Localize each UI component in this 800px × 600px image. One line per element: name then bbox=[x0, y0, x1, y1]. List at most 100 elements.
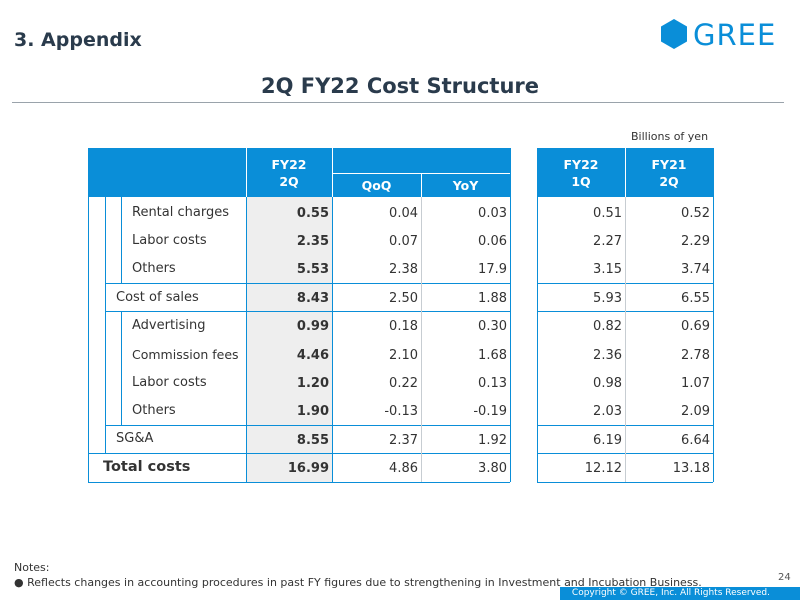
row-label: Labor costs bbox=[132, 233, 207, 248]
fy22-2q-value: 2.35 bbox=[296, 234, 329, 249]
qoq-value: 2.10 bbox=[389, 348, 418, 363]
table-right-border bbox=[510, 148, 511, 482]
yoy-value: 0.30 bbox=[478, 319, 507, 334]
copyright-text: Copyright © GREE, Inc. All Rights Reserv… bbox=[571, 588, 770, 598]
header-fy22-2q: FY22 2Q bbox=[246, 148, 332, 197]
notes: Notes: ● Reflects changes in accounting … bbox=[14, 560, 702, 590]
copyright-bar: Copyright © GREE, Inc. All Rights Reserv… bbox=[560, 587, 800, 600]
qoq-value: -0.13 bbox=[384, 404, 418, 419]
bullet-icon: ● bbox=[14, 576, 24, 589]
page-number: 24 bbox=[778, 572, 791, 583]
qoq-value: 0.18 bbox=[389, 319, 418, 334]
header-separator bbox=[421, 173, 422, 197]
fy21-2q-value: 6.55 bbox=[681, 291, 710, 306]
fy22-2q-value: 4.46 bbox=[296, 348, 329, 363]
fy22-2q-value: 0.99 bbox=[296, 319, 329, 334]
fy22-2q-value: 8.43 bbox=[296, 291, 329, 306]
fy22-2q-value: 16.99 bbox=[287, 461, 329, 476]
group-indent-border bbox=[105, 197, 106, 453]
fy22-1q-value: 3.15 bbox=[593, 262, 622, 277]
subitem-indent-border bbox=[121, 197, 122, 283]
qoq-value: 0.04 bbox=[389, 206, 418, 221]
prior-table-right-border bbox=[713, 148, 714, 482]
row-label: Advertising bbox=[132, 318, 206, 333]
fy22-1q-value: 12.12 bbox=[584, 461, 622, 476]
fy22-1q-value: 2.27 bbox=[593, 234, 622, 249]
fy21-2q-value: 1.07 bbox=[681, 376, 710, 391]
prior-table-left-border bbox=[537, 148, 538, 482]
column-border bbox=[421, 197, 422, 482]
header-separator bbox=[625, 148, 626, 197]
yoy-value: 17.9 bbox=[478, 262, 507, 277]
header-yoy: YoY bbox=[421, 173, 510, 197]
qoq-value: 0.07 bbox=[389, 234, 418, 249]
cost-of-sales-top-rule bbox=[105, 283, 510, 284]
qoq-value: 2.38 bbox=[389, 262, 418, 277]
row-label-total: Total costs bbox=[103, 459, 191, 475]
fy22-1q-value: 2.03 bbox=[593, 404, 622, 419]
fy22-1q-value: 0.98 bbox=[593, 376, 622, 391]
notes-text: Reflects changes in accounting procedure… bbox=[27, 576, 702, 589]
fy21-2q-value: 0.69 bbox=[681, 319, 710, 334]
fy22-2q-value: 1.20 bbox=[296, 376, 329, 391]
subitem-indent-border bbox=[121, 311, 122, 425]
fy22-1q-value: 6.19 bbox=[593, 433, 622, 448]
table-bottom-rule bbox=[537, 482, 713, 483]
title-divider bbox=[12, 102, 784, 103]
fy22-1q-value: 0.82 bbox=[593, 319, 622, 334]
fy21-2q-value: 0.52 bbox=[681, 206, 710, 221]
header-qoq: QoQ bbox=[332, 173, 421, 197]
yoy-value: 1.92 bbox=[478, 433, 507, 448]
qoq-value: 2.37 bbox=[389, 433, 418, 448]
row-label-subtotal: Cost of sales bbox=[116, 290, 199, 305]
qoq-value: 2.50 bbox=[389, 291, 418, 306]
yoy-value: 0.03 bbox=[478, 206, 507, 221]
qoq-value: 4.86 bbox=[389, 461, 418, 476]
header-separator bbox=[332, 148, 333, 197]
current-quarter-shading bbox=[246, 197, 332, 482]
fy22-2q-value: 5.53 bbox=[296, 262, 329, 277]
header-fy21-2q: FY21 2Q bbox=[625, 148, 713, 197]
yoy-value: 0.13 bbox=[478, 376, 507, 391]
row-label: Commission fees bbox=[132, 347, 239, 362]
table-bottom-rule bbox=[88, 482, 510, 483]
fy21-2q-value: 3.74 bbox=[681, 262, 710, 277]
fy22-1q-value: 2.36 bbox=[593, 348, 622, 363]
column-border bbox=[625, 197, 626, 482]
units-label: Billions of yen bbox=[631, 130, 709, 143]
yoy-value: 0.06 bbox=[478, 234, 507, 249]
row-label: Rental charges bbox=[132, 205, 229, 220]
yoy-value: -0.19 bbox=[473, 404, 507, 419]
notes-heading: Notes: bbox=[14, 561, 50, 574]
fy21-2q-value: 2.78 bbox=[681, 348, 710, 363]
total-top-rule bbox=[88, 453, 510, 454]
header-blank-cell bbox=[88, 148, 246, 197]
fy21-2q-value: 6.64 bbox=[681, 433, 710, 448]
row-label: Labor costs bbox=[132, 375, 207, 390]
row-label: Others bbox=[132, 403, 176, 418]
fy22-1q-value: 5.93 bbox=[593, 291, 622, 306]
table-left-border bbox=[88, 197, 89, 482]
fy21-2q-value: 2.09 bbox=[681, 404, 710, 419]
notes-item: ● Reflects changes in accounting procedu… bbox=[14, 575, 702, 590]
sga-top-rule bbox=[105, 425, 510, 426]
hexagon-logo-icon bbox=[661, 19, 687, 49]
header-change-cell bbox=[332, 148, 510, 173]
fy21-2q-value: 2.29 bbox=[681, 234, 710, 249]
yoy-value: 3.80 bbox=[478, 461, 507, 476]
cost-of-sales-bottom-rule bbox=[105, 311, 510, 312]
fy21-2q-value: 13.18 bbox=[672, 461, 710, 476]
fy22-2q-value: 8.55 bbox=[296, 433, 329, 448]
section-title: 3. Appendix bbox=[14, 29, 142, 51]
column-border bbox=[246, 197, 247, 482]
gree-logo: GREE bbox=[660, 18, 780, 52]
fy22-2q-value: 0.55 bbox=[296, 206, 329, 221]
row-label-subtotal: SG&A bbox=[116, 431, 154, 446]
logo-text: GREE bbox=[693, 18, 777, 52]
fy22-2q-value: 1.90 bbox=[296, 404, 329, 419]
header-fy22-1q: FY22 1Q bbox=[537, 148, 625, 197]
qoq-value: 0.22 bbox=[389, 376, 418, 391]
page-title: 2Q FY22 Cost Structure bbox=[260, 74, 540, 98]
fy22-1q-value: 0.51 bbox=[593, 206, 622, 221]
header-separator bbox=[246, 148, 247, 197]
